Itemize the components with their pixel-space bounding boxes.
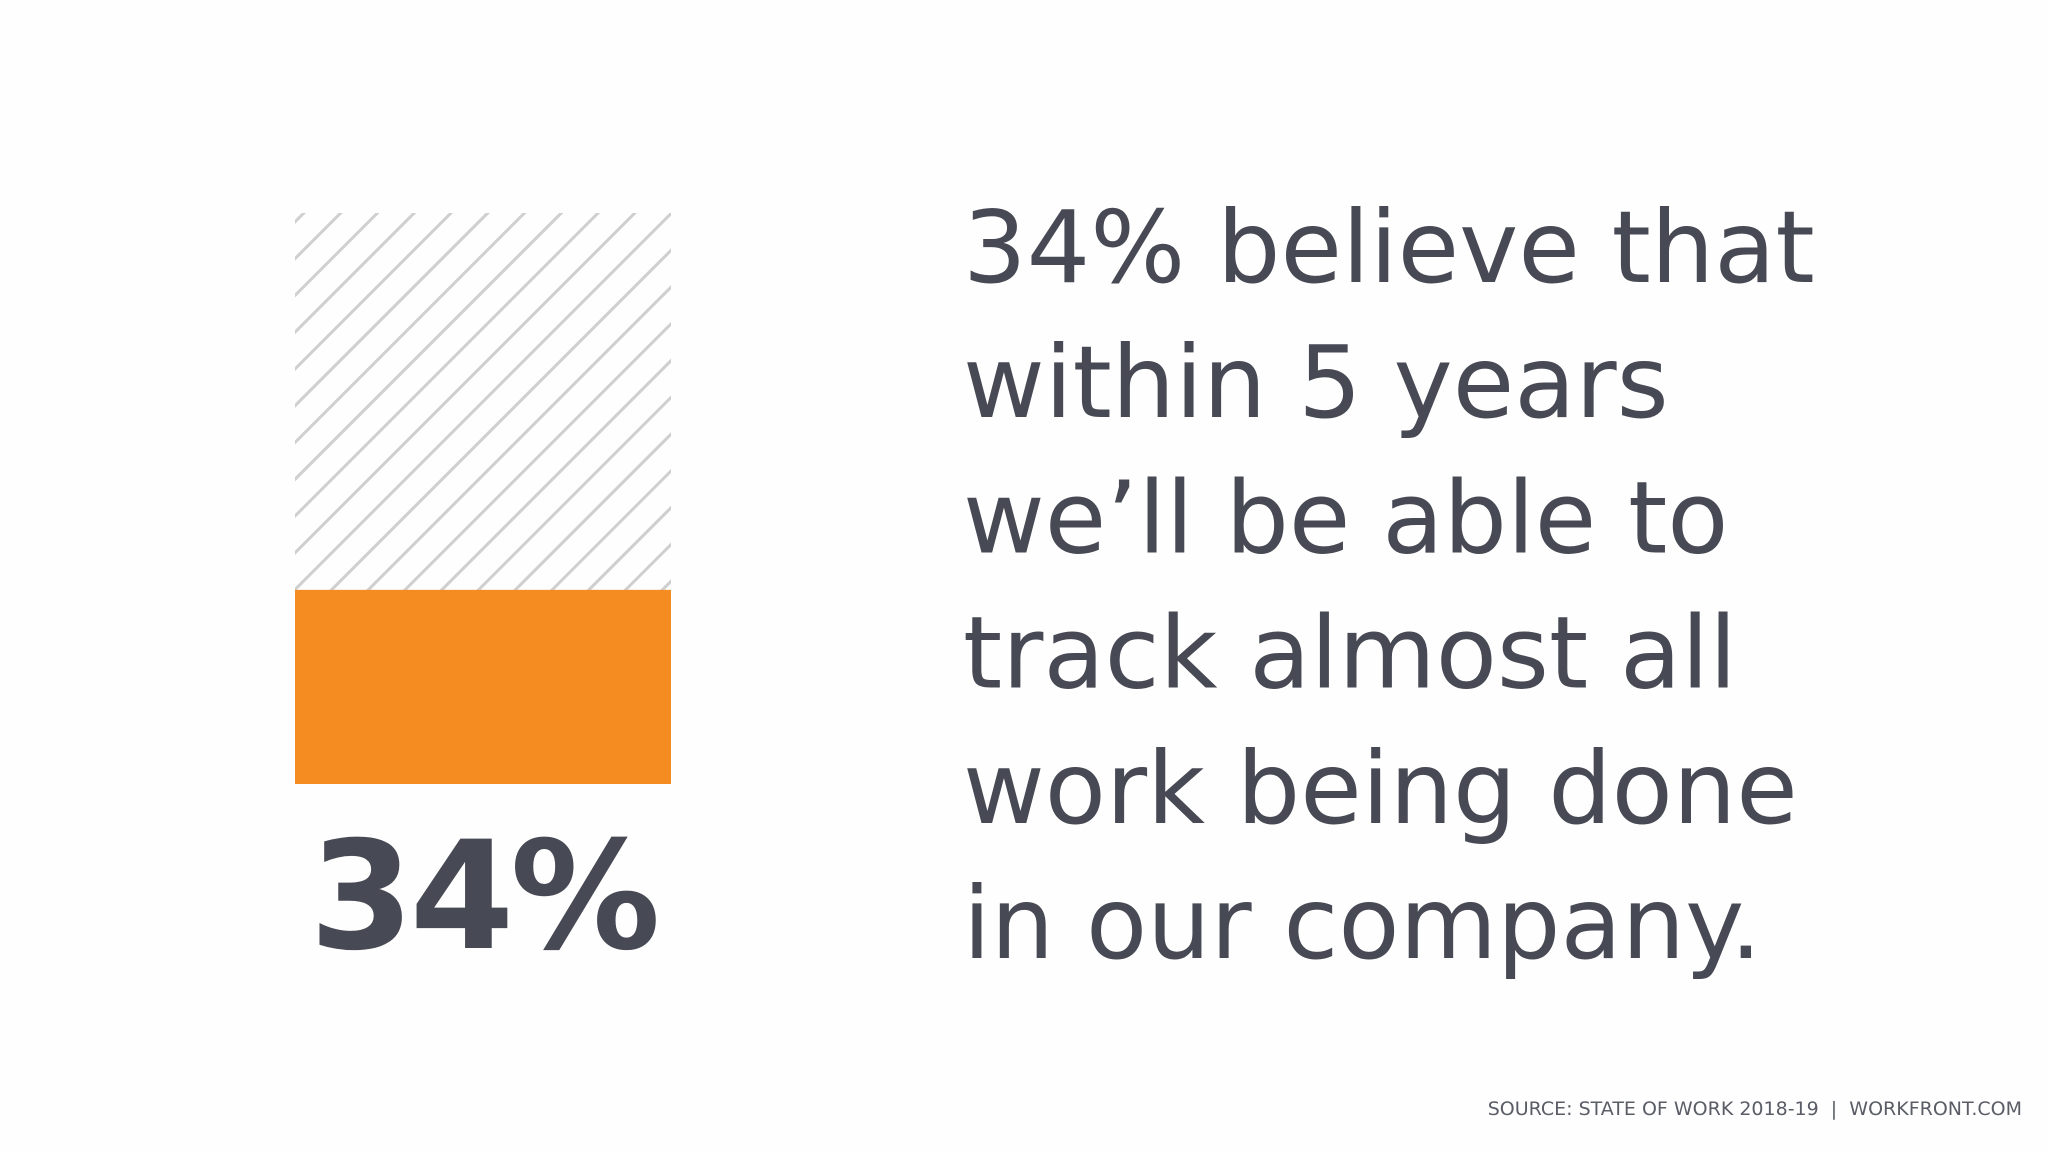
value-label: 34% xyxy=(309,810,656,984)
statement-line: track almost all xyxy=(963,595,1737,712)
statement-line: we’ll be able to xyxy=(963,459,1728,576)
statement-line: in our company. xyxy=(963,865,1762,982)
statement-line: within 5 years xyxy=(963,324,1669,441)
statement-line: 34% believe that xyxy=(963,189,1815,306)
statement-line: work being done xyxy=(963,730,1798,847)
source: SOURCE: STATE OF WORK 2018-19 | WORKFRON… xyxy=(1488,1098,2022,1120)
bar xyxy=(295,589,671,784)
